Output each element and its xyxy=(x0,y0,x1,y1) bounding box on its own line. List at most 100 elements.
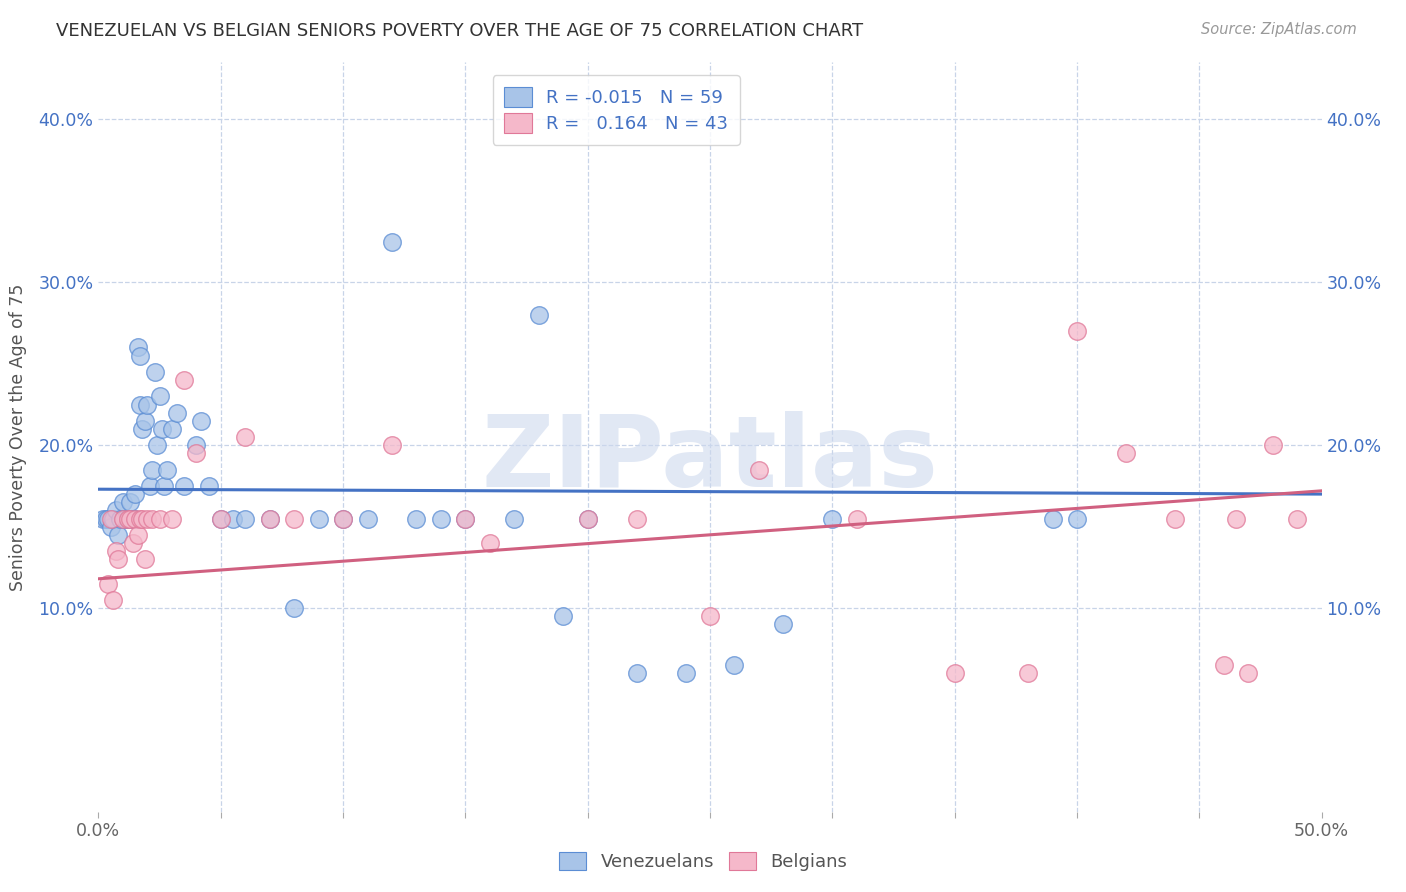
Point xyxy=(1212,658,1234,673)
Point xyxy=(821,511,844,525)
Point xyxy=(332,511,354,525)
Point xyxy=(527,308,550,322)
Point xyxy=(100,519,122,533)
Text: VENEZUELAN VS BELGIAN SENIORS POVERTY OVER THE AGE OF 75 CORRELATION CHART: VENEZUELAN VS BELGIAN SENIORS POVERTY OV… xyxy=(56,22,863,40)
Point xyxy=(1164,511,1187,525)
Point xyxy=(233,430,256,444)
Point xyxy=(129,511,152,525)
Point xyxy=(259,511,281,525)
Point xyxy=(166,406,188,420)
Point xyxy=(197,479,219,493)
Point xyxy=(141,463,163,477)
Point xyxy=(1066,511,1088,525)
Point xyxy=(1286,511,1309,525)
Point xyxy=(186,446,208,460)
Point xyxy=(121,536,143,550)
Point xyxy=(190,414,212,428)
Point xyxy=(117,511,139,525)
Point xyxy=(626,666,648,681)
Point xyxy=(131,511,153,525)
Point xyxy=(173,373,195,387)
Legend: R = -0.015   N = 59, R =   0.164   N = 43: R = -0.015 N = 59, R = 0.164 N = 43 xyxy=(492,75,740,145)
Point xyxy=(134,552,156,566)
Point xyxy=(136,511,159,525)
Point xyxy=(107,552,129,566)
Point xyxy=(723,658,745,673)
Point xyxy=(1225,511,1247,525)
Point xyxy=(107,528,129,542)
Point xyxy=(121,511,143,525)
Point xyxy=(114,511,136,525)
Point xyxy=(124,487,146,501)
Point xyxy=(139,479,162,493)
Point xyxy=(186,438,208,452)
Point xyxy=(381,438,404,452)
Point xyxy=(129,397,152,411)
Point xyxy=(283,601,305,615)
Point xyxy=(576,511,599,525)
Text: ZIPatlas: ZIPatlas xyxy=(482,411,938,508)
Y-axis label: Seniors Poverty Over the Age of 75: Seniors Poverty Over the Age of 75 xyxy=(10,284,27,591)
Point xyxy=(97,576,120,591)
Point xyxy=(943,666,966,681)
Point xyxy=(1115,446,1137,460)
Point xyxy=(124,511,146,525)
Point xyxy=(1066,324,1088,338)
Point xyxy=(772,617,794,632)
Point xyxy=(308,511,330,525)
Point xyxy=(97,511,120,525)
Point xyxy=(1237,666,1260,681)
Point xyxy=(129,349,152,363)
Point xyxy=(131,422,153,436)
Point xyxy=(101,511,124,525)
Point xyxy=(100,511,122,525)
Point xyxy=(120,495,142,509)
Point xyxy=(454,511,477,525)
Point xyxy=(332,511,354,525)
Point xyxy=(127,341,149,355)
Point xyxy=(134,414,156,428)
Point xyxy=(1017,666,1039,681)
Point xyxy=(405,511,427,525)
Point xyxy=(209,511,232,525)
Point xyxy=(699,609,721,624)
Point xyxy=(209,511,232,525)
Point xyxy=(748,463,770,477)
Legend: Venezuelans, Belgians: Venezuelans, Belgians xyxy=(551,845,855,879)
Point xyxy=(553,609,575,624)
Point xyxy=(454,511,477,525)
Point xyxy=(136,397,159,411)
Point xyxy=(127,528,149,542)
Point xyxy=(503,511,526,525)
Point xyxy=(233,511,256,525)
Point xyxy=(160,511,183,525)
Point xyxy=(259,511,281,525)
Point xyxy=(110,511,132,525)
Point xyxy=(576,511,599,525)
Point xyxy=(101,593,124,607)
Point xyxy=(120,511,142,525)
Point xyxy=(124,511,146,525)
Point xyxy=(356,511,378,525)
Point xyxy=(94,511,117,525)
Point xyxy=(111,511,134,525)
Point xyxy=(91,511,114,525)
Point xyxy=(1042,511,1064,525)
Point xyxy=(1261,438,1284,452)
Point xyxy=(845,511,868,525)
Point xyxy=(626,511,648,525)
Point xyxy=(104,544,127,558)
Point xyxy=(675,666,697,681)
Point xyxy=(141,511,163,525)
Point xyxy=(381,235,404,249)
Point xyxy=(283,511,305,525)
Point xyxy=(111,495,134,509)
Point xyxy=(104,503,127,517)
Point xyxy=(149,389,172,403)
Point xyxy=(173,479,195,493)
Point xyxy=(146,438,169,452)
Point xyxy=(143,365,166,379)
Point xyxy=(478,536,501,550)
Point xyxy=(153,479,176,493)
Point xyxy=(222,511,245,525)
